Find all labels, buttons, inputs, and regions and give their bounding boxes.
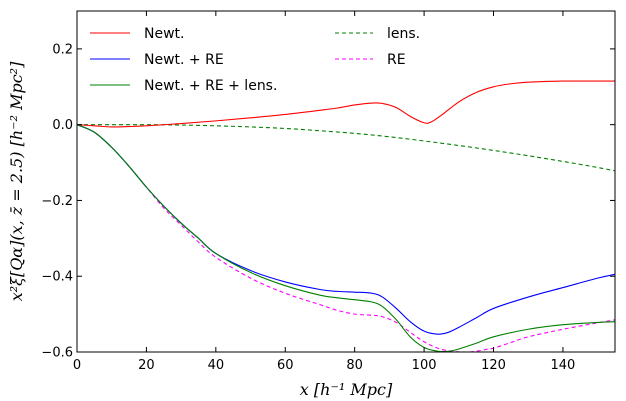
x-tick-label: 80: [346, 358, 363, 373]
legend-label-newt-re-lens: Newt. + RE + lens.: [144, 78, 277, 94]
y-tick-label: −0.6: [41, 346, 73, 361]
x-tick-label: 60: [277, 358, 294, 373]
legend-label-newt: Newt.: [144, 26, 184, 42]
x-tick-label: 40: [208, 358, 225, 373]
plot-frame: [76, 10, 616, 353]
x-axis-label: x [h⁻¹ Mpc]: [300, 380, 393, 399]
legend-label-re: RE: [387, 52, 406, 68]
legend-label-lens: lens.: [387, 26, 420, 42]
y-tick-label: −0.4: [41, 270, 73, 285]
legend: Newt. Newt. + RE Newt. + RE + lens. lens. RE: [90, 26, 420, 94]
x-tick-label: 100: [412, 358, 437, 373]
y-tick-label: −0.2: [41, 194, 73, 209]
x-tick-label: 120: [481, 358, 506, 373]
y-axis-label: x²ξ[Qα](x, z̄ = 2.5) [h⁻² Mpc²]: [7, 61, 26, 301]
y-tick-label: 0.0: [52, 118, 73, 133]
series-line-newt-re: [77, 124, 615, 335]
series-lines: [77, 80, 615, 352]
x-tick-label: 140: [551, 358, 576, 373]
x-tick-label: 20: [138, 358, 155, 373]
x-tick-label: 0: [73, 358, 81, 373]
series-line-newt-re-lens: [77, 124, 615, 352]
series-line-newt: [77, 80, 615, 128]
legend-label-newt-re: Newt. + RE: [144, 52, 224, 68]
y-tick-label: 0.2: [52, 42, 73, 57]
axis-ticks: 0 20 40 60 80 100 120 140 −0.6 −0.4 −0.2 0.0 0.2: [41, 11, 615, 373]
series-line-re: [77, 124, 615, 352]
series-line-lens: [77, 124, 615, 172]
